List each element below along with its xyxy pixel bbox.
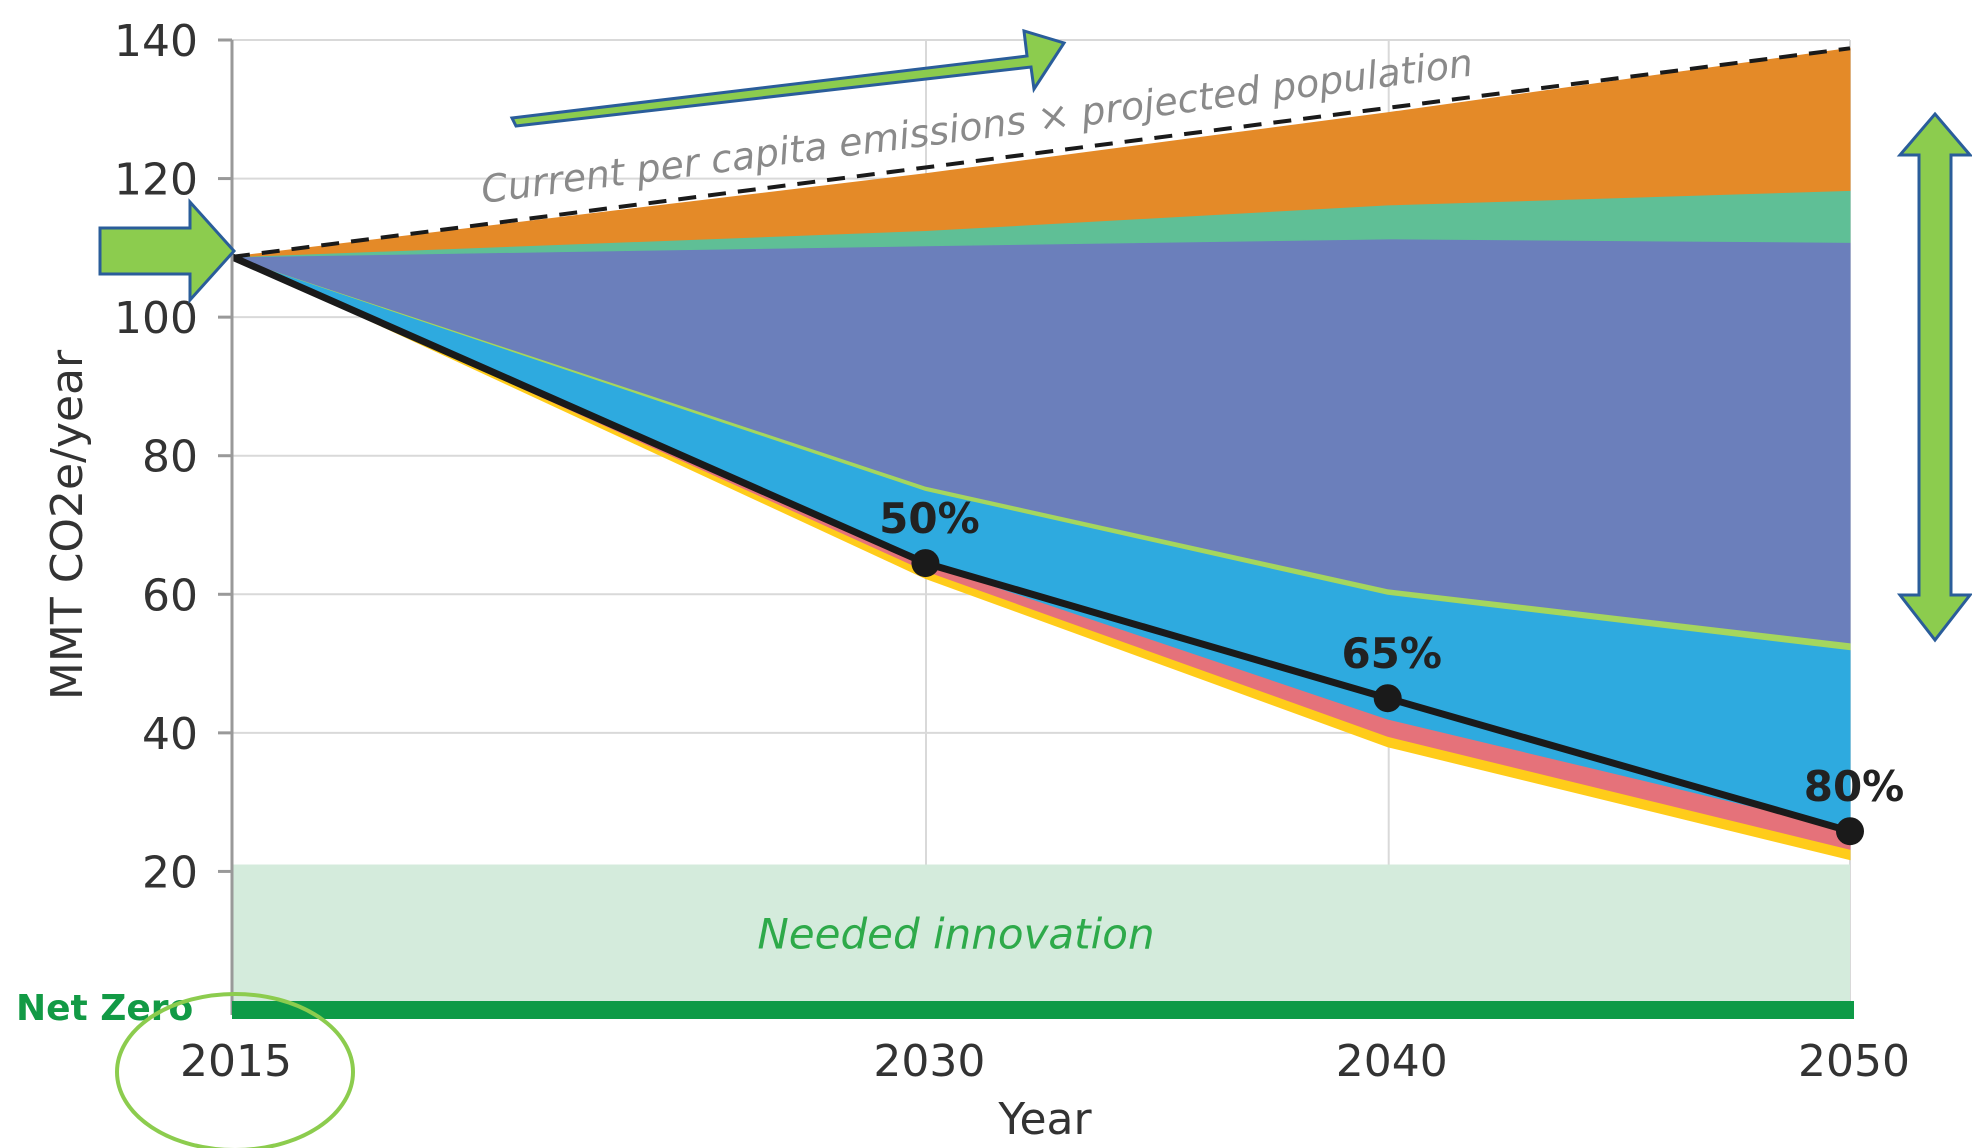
highlight-circle-2015 bbox=[115, 992, 355, 1148]
y-tick-label-20: 20 bbox=[142, 847, 198, 898]
target-points: 50% 65% 80% bbox=[879, 494, 1905, 846]
reference-dashed-line bbox=[231, 46, 1851, 259]
y-tick-label-60: 60 bbox=[142, 570, 198, 621]
x-tick-label-2030: 2030 bbox=[873, 1036, 985, 1087]
target-pathway-line bbox=[230, 253, 1851, 835]
y-axis-title: MMT CO2e/year bbox=[42, 349, 93, 700]
y-axis-ticks: 20 40 60 80 100 120 140 bbox=[114, 16, 232, 898]
emission-band-7 bbox=[231, 47, 1851, 258]
double-headed-arrow-icon bbox=[1896, 111, 1972, 643]
x-tick-label-2040: 2040 bbox=[1336, 1036, 1448, 1087]
needed-innovation-band bbox=[232, 864, 1850, 1010]
y-tick-label-140: 140 bbox=[114, 16, 198, 67]
y-tick-label-100: 100 bbox=[114, 293, 198, 344]
y-tick-label-40: 40 bbox=[142, 709, 198, 760]
needed-innovation-label: Needed innovation bbox=[757, 910, 1154, 959]
x-axis-ticks: 2015 2030 2040 2050 bbox=[180, 1036, 1910, 1087]
x-axis-title: Year bbox=[997, 1094, 1092, 1145]
net-zero-bar bbox=[232, 1001, 1854, 1019]
target-point-2050 bbox=[1836, 817, 1864, 846]
upward-trend-arrow-icon bbox=[509, 28, 1067, 128]
target-label-2050: 80% bbox=[1804, 762, 1905, 811]
right-arrow-icon bbox=[98, 198, 237, 304]
y-tick-label-120: 120 bbox=[114, 155, 198, 206]
target-point-2030 bbox=[911, 549, 940, 578]
target-label-2040: 65% bbox=[1341, 629, 1442, 678]
target-label-2030: 50% bbox=[879, 494, 980, 543]
y-tick-label-80: 80 bbox=[142, 432, 198, 483]
emission-bands bbox=[231, 47, 1851, 861]
x-tick-label-2050: 2050 bbox=[1798, 1036, 1910, 1087]
x-tick-label-2015: 2015 bbox=[180, 1036, 292, 1087]
target-point-2040 bbox=[1373, 684, 1402, 713]
